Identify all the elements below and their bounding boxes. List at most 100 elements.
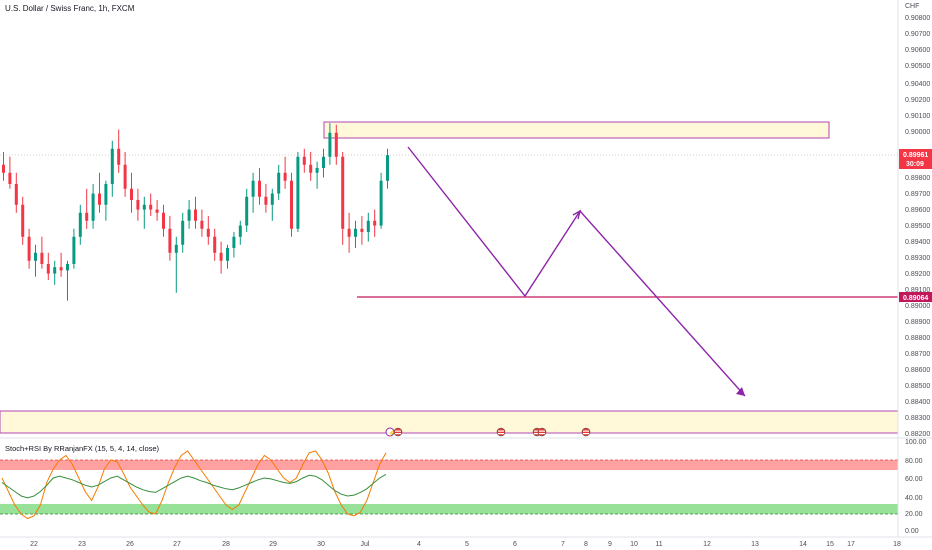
price-axis-label: 0.88300 [905, 415, 930, 422]
indicator-axis-label: 80.00 [905, 458, 923, 465]
candle-body[interactable] [117, 148, 121, 165]
candle-body[interactable] [91, 193, 95, 221]
price-axis-label: 0.88200 [905, 431, 930, 438]
time-axis-label: 5 [465, 541, 469, 548]
candle-body[interactable] [72, 236, 76, 264]
candle-body[interactable] [334, 132, 338, 157]
candle-body[interactable] [174, 244, 178, 253]
rsi-line [1, 473, 387, 499]
time-axis-label: 13 [751, 541, 759, 548]
time-axis-label: 26 [126, 541, 134, 548]
candle-body[interactable] [181, 220, 185, 245]
candle-body[interactable] [136, 199, 140, 210]
candle-body[interactable] [130, 188, 133, 200]
us-flag-icon[interactable] [581, 427, 591, 437]
supply-zone[interactable] [323, 121, 830, 139]
indicator-axis-label: 0.00 [905, 528, 919, 535]
time-axis-label: 28 [222, 541, 230, 548]
candle-body[interactable] [142, 204, 146, 210]
candle-body[interactable] [149, 204, 153, 210]
candle-body[interactable] [238, 225, 242, 237]
price-axis-label: 0.89400 [905, 239, 930, 246]
candle-body[interactable] [14, 183, 18, 205]
candle-body[interactable] [277, 172, 281, 194]
price-axis-label: 0.88600 [905, 367, 930, 374]
candle-body[interactable] [270, 193, 274, 205]
candlestick-series[interactable] [2, 123, 389, 301]
candle-body[interactable] [213, 236, 217, 253]
candle-body[interactable] [104, 183, 108, 205]
indicator-title[interactable]: Stoch+RSI By RRanjanFX (15, 5, 4, 14, cl… [5, 444, 160, 453]
time-axis-label: 22 [30, 541, 38, 548]
candle-body[interactable] [162, 212, 165, 229]
economic-events[interactable]: ⚡ [385, 427, 591, 437]
candle-body[interactable] [366, 220, 370, 232]
us-flag-icon[interactable] [496, 427, 506, 437]
candle-countdown: 30:09 [906, 161, 924, 168]
indicator-axis-label: 40.00 [905, 495, 923, 502]
candle-body[interactable] [46, 263, 50, 274]
lightning-glyph: ⚡ [388, 429, 395, 437]
time-axis-label: 11 [655, 541, 662, 548]
candle-body[interactable] [194, 209, 197, 221]
candle-body[interactable] [232, 236, 236, 248]
candle-body[interactable] [123, 164, 127, 189]
candle-body[interactable] [296, 156, 300, 229]
candle-body[interactable] [386, 155, 389, 181]
candle-body[interactable] [283, 172, 287, 181]
candle-body[interactable] [251, 180, 255, 197]
candle-body[interactable] [59, 267, 63, 271]
candle-body[interactable] [226, 247, 229, 261]
candle-body[interactable] [354, 228, 357, 237]
candle-body[interactable] [360, 228, 364, 232]
candle-body[interactable] [40, 252, 44, 264]
candle-body[interactable] [309, 164, 313, 173]
indicator-axis[interactable]: 100.00 80.00 60.00 40.00 20.00 0.00 [905, 439, 927, 535]
candle-body[interactable] [219, 252, 223, 261]
price-axis-label: 0.89000 [905, 303, 930, 310]
candle-body[interactable] [245, 196, 249, 226]
candle-body[interactable] [341, 156, 345, 229]
us-flag-icon[interactable] [393, 427, 403, 437]
candle-body[interactable] [347, 228, 351, 237]
candle-body[interactable] [34, 252, 37, 261]
overbought-band [0, 460, 898, 470]
symbol-title[interactable]: U.S. Dollar / Swiss Franc, 1h, FXCM [5, 4, 135, 13]
candle-body[interactable] [328, 132, 332, 157]
candle-body[interactable] [206, 228, 210, 237]
projection-path[interactable] [407, 146, 746, 397]
demand-zone[interactable] [0, 410, 899, 434]
time-axis-label: 23 [78, 541, 86, 548]
candle-body[interactable] [258, 180, 261, 197]
candle-body[interactable] [8, 172, 12, 184]
candle-body[interactable] [264, 196, 268, 205]
candle-body[interactable] [98, 193, 101, 205]
candle-body[interactable] [322, 156, 325, 168]
candle-body[interactable] [200, 220, 204, 229]
time-axis[interactable]: 22 23 26 27 28 29 30 Jul 4 5 6 7 8 9 10 11 12 13 14 15 17 18 [30, 541, 901, 548]
us-flag-icon[interactable] [537, 427, 547, 437]
candle-body[interactable] [2, 164, 5, 173]
candle-body[interactable] [53, 267, 57, 274]
candle-body[interactable] [66, 263, 69, 271]
price-axis-label: 0.89600 [905, 207, 930, 214]
candle-body[interactable] [379, 180, 383, 226]
candle-body[interactable] [302, 156, 306, 165]
candle-body[interactable] [290, 180, 293, 229]
candle-body[interactable] [168, 228, 172, 253]
candle-body[interactable] [110, 148, 114, 184]
price-axis-label: 0.90100 [905, 113, 930, 120]
price-axis[interactable]: CHF 0.90800 0.90700 0.90600 0.90500 0.90400 0.… [905, 3, 930, 438]
candle-body[interactable] [85, 212, 89, 221]
candle-body[interactable] [187, 209, 191, 221]
current-price-value: 0.89961 [903, 152, 928, 159]
candle-body[interactable] [373, 220, 377, 226]
price-pane[interactable] [0, 0, 898, 437]
candle-body[interactable] [21, 204, 25, 237]
candle-body[interactable] [27, 236, 31, 261]
candle-body[interactable] [155, 209, 159, 213]
candle-body[interactable] [78, 212, 82, 237]
price-axis-label: 0.90500 [905, 63, 930, 70]
candle-body[interactable] [315, 167, 319, 173]
